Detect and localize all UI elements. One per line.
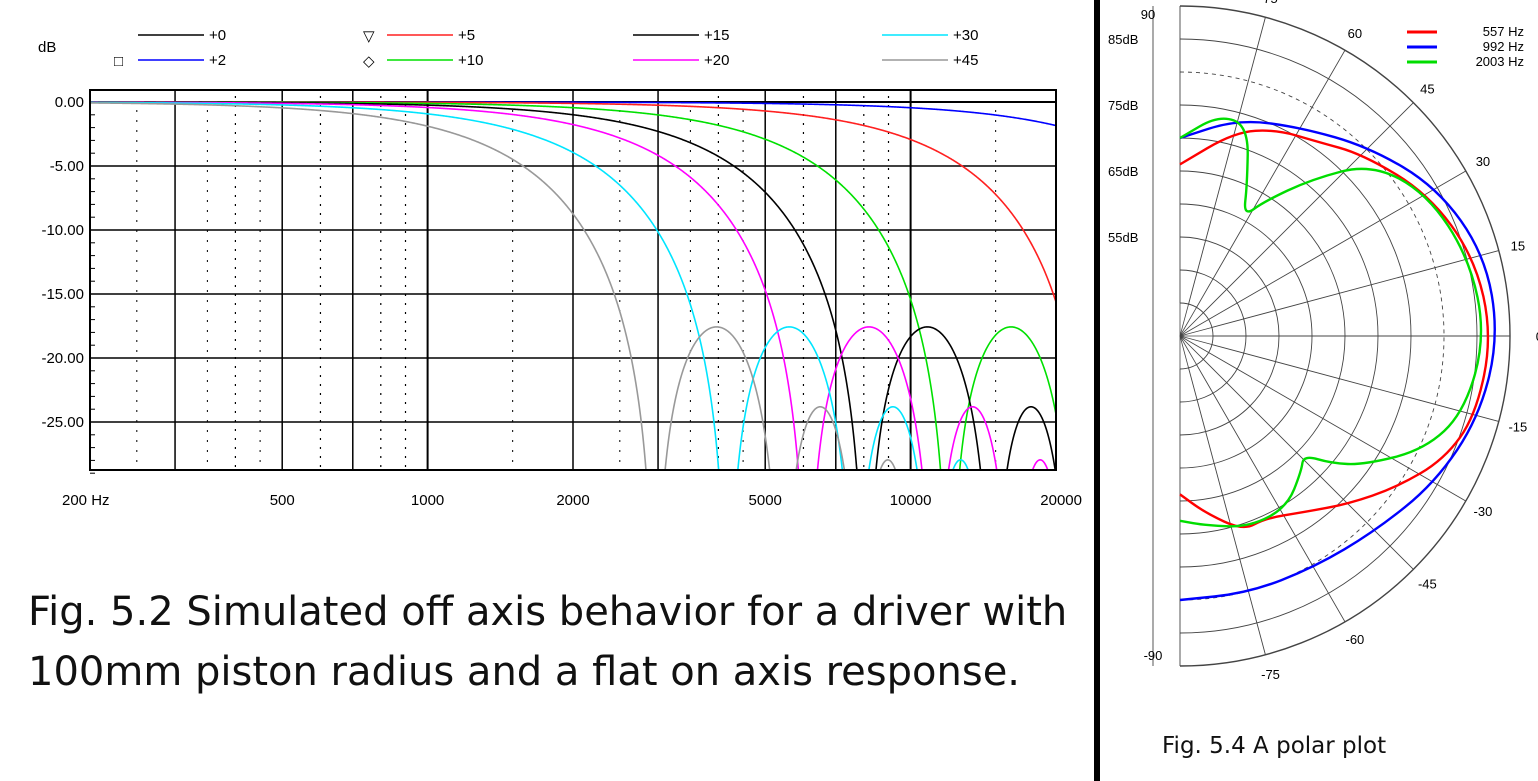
polar-series-557-Hz — [1179, 129, 1490, 529]
legend-marker: ◇ — [363, 53, 375, 70]
legend: +0 +2 □ +5 ▽ +10 ◇ +15 +20 +30 +45 — [114, 27, 978, 70]
polar-angle-label: -15 — [1508, 420, 1527, 435]
legend-label: +45 — [953, 52, 978, 69]
y-tick-label: -5.00 — [50, 158, 84, 175]
x-tick-label: 1000 — [411, 492, 444, 509]
polar-angle-label: 90 — [1141, 7, 1155, 22]
y-tick-label: -20.00 — [41, 350, 84, 367]
polar-series-992-Hz — [1179, 120, 1496, 602]
polar-series-2003-Hz — [1179, 117, 1483, 528]
polar-spoke — [1203, 102, 1414, 313]
figure-caption-5-2: Fig. 5.2 Simulated off axis behavior for… — [28, 589, 1068, 695]
polar-angle-label: -60 — [1346, 632, 1365, 647]
polar-angle-label: 15 — [1511, 238, 1525, 253]
polar-angle-label: -90 — [1144, 648, 1163, 663]
polar-spoke-inner — [1179, 312, 1204, 337]
series-line-plus45 — [90, 102, 897, 470]
polar-radial-label: 75dB — [1108, 98, 1138, 113]
polar-legend-label: 992 Hz — [1483, 39, 1524, 54]
polar-spoke — [1188, 17, 1266, 305]
legend-label: +20 — [704, 52, 729, 69]
polar-chart: 90 75 60 45 30 15 0 -15 -30 -45 -60 -75 -90 85dB 75dB 6… — [1108, 0, 1538, 682]
polar-spoke-inner — [1179, 307, 1197, 337]
polar-spoke-inner — [1179, 335, 1204, 360]
polar-spoke-inner — [1179, 304, 1189, 337]
polar-angle-label: -30 — [1474, 504, 1493, 519]
polar-legend-label: 557 Hz — [1483, 24, 1524, 39]
polar-angle-label: 0 — [1536, 329, 1538, 344]
polar-angle-label: -75 — [1261, 667, 1280, 682]
x-tick-label: 5000 — [749, 492, 782, 509]
plot-frame — [89, 89, 1057, 471]
polar-spoke-inner — [1179, 319, 1209, 337]
polar-spoke — [1208, 352, 1467, 502]
panel-divider — [1094, 0, 1100, 781]
polar-grid — [1152, 5, 1511, 667]
polar-angle-label: -45 — [1418, 576, 1437, 591]
polar-labels: 90 75 60 45 30 15 0 -15 -30 -45 -60 -75 -90 85dB 75dB 6… — [1108, 0, 1538, 682]
legend-label: +5 — [458, 27, 475, 44]
polar-spoke — [1188, 367, 1266, 655]
series-line-plus20 — [90, 101, 1049, 470]
legend-label: +10 — [458, 52, 483, 69]
x-tick-label: 2000 — [556, 492, 589, 509]
y-tick-label: -15.00 — [41, 286, 84, 303]
legend-marker: □ — [114, 53, 123, 70]
grid — [89, 90, 1057, 474]
polar-ring — [1179, 71, 1445, 601]
legend-label: +30 — [953, 27, 978, 44]
polar-series — [1179, 117, 1496, 602]
y-tick-label: -25.00 — [41, 414, 84, 431]
legend-label: +2 — [209, 52, 226, 69]
polar-radial-label: 85dB — [1108, 32, 1138, 47]
x-tick-label: 500 — [270, 492, 295, 509]
polar-radial-label: 65dB — [1108, 164, 1138, 179]
figure-caption-5-4: Fig. 5.4 A polar plot — [1162, 733, 1387, 759]
polar-spoke — [1211, 250, 1499, 328]
polar-spoke — [1203, 359, 1414, 570]
x-tick-label: 200 Hz — [62, 492, 110, 509]
frequency-response-chart: dB +0 +2 □ +5 ▽ +10 ◇ +15 +20 +30 +45 0.00 -5.00 -10… — [38, 27, 1082, 509]
polar-angle-label: 60 — [1348, 26, 1362, 41]
legend-label: +0 — [209, 27, 226, 44]
polar-radial-label: 55dB — [1108, 230, 1138, 245]
polar-spoke-inner — [1179, 327, 1212, 337]
legend-marker: ▽ — [363, 28, 375, 45]
series-line-plus30 — [90, 101, 969, 470]
polar-spoke-inner — [1179, 335, 1189, 368]
polar-angle-label: 30 — [1476, 154, 1490, 169]
polar-spoke — [1211, 344, 1499, 422]
legend-label: +15 — [704, 27, 729, 44]
y-tick-label: 0.00 — [55, 94, 84, 111]
x-tick-label: 20000 — [1040, 492, 1082, 509]
y-axis-ticks: 0.00 -5.00 -10.00 -15.00 -20.00 -25.00 — [41, 94, 84, 431]
polar-legend-label: 2003 Hz — [1476, 54, 1524, 69]
y-axis-unit: dB — [38, 39, 56, 56]
series-lines — [90, 101, 1056, 470]
polar-spoke-inner — [1179, 335, 1209, 353]
polar-spoke — [1196, 49, 1346, 308]
polar-spoke — [1196, 364, 1346, 623]
x-tick-label: 10000 — [890, 492, 932, 509]
x-axis-ticks: 200 Hz 500 1000 2000 5000 10000 20000 — [62, 492, 1082, 509]
polar-spoke-inner — [1179, 335, 1212, 345]
y-tick-label: -10.00 — [41, 222, 84, 239]
polar-spoke-inner — [1179, 335, 1197, 365]
polar-angle-label: 45 — [1420, 82, 1434, 97]
polar-angle-label: 75 — [1263, 0, 1277, 6]
